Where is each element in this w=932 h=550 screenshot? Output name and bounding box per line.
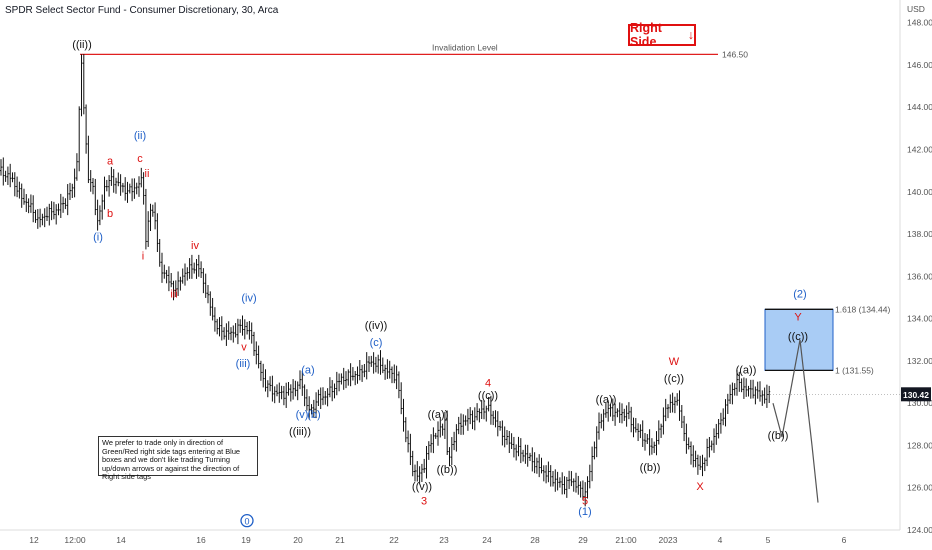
wave-label: a bbox=[107, 155, 114, 167]
ohlc-bars bbox=[0, 54, 771, 507]
time-tick-label: 23 bbox=[439, 535, 449, 545]
right-side-tag: Right Side ↓ bbox=[628, 21, 696, 49]
wave-label: ((b)) bbox=[768, 430, 789, 442]
invalidation-level: Invalidation Level 146.50 bbox=[80, 42, 748, 59]
price-tick-label: 148.00 bbox=[907, 18, 932, 28]
wave-label: ((iii)) bbox=[289, 426, 311, 438]
price-tick-label: 140.00 bbox=[907, 187, 932, 197]
wave-label: ((c)) bbox=[478, 390, 498, 402]
wave-label: (2) bbox=[793, 288, 806, 300]
wave-label: ((b)) bbox=[437, 464, 458, 476]
wave-label: c bbox=[137, 153, 143, 165]
time-tick-label: 28 bbox=[530, 535, 540, 545]
wave-label: (iv) bbox=[241, 293, 256, 305]
trading-note: We prefer to trade only in direction of … bbox=[98, 436, 258, 481]
wave-label: W bbox=[669, 356, 680, 368]
time-tick-label: 21 bbox=[335, 535, 345, 545]
fib-1618-label: 1.618 (134.44) bbox=[835, 304, 890, 314]
wave-label: b bbox=[107, 208, 113, 220]
price-tick-label: 138.00 bbox=[907, 229, 932, 239]
time-tick-label: 6 bbox=[842, 535, 847, 545]
wave-label: ((v)) bbox=[412, 481, 432, 493]
wave-label: ((iv)) bbox=[365, 320, 388, 332]
wave-label: ((a)) bbox=[428, 409, 449, 421]
wave-label: (ii) bbox=[134, 130, 146, 142]
price-tick-label: 126.00 bbox=[907, 483, 932, 493]
price-tick-label: 128.00 bbox=[907, 440, 932, 450]
time-tick-label: 22 bbox=[389, 535, 399, 545]
time-tick-label: 12 bbox=[29, 535, 39, 545]
wave-label: (i) bbox=[93, 231, 103, 243]
wave-0-label: 0 bbox=[244, 517, 249, 527]
time-tick-label: 21:00 bbox=[615, 535, 637, 545]
chart-title: SPDR Select Sector Fund - Consumer Discr… bbox=[5, 5, 279, 16]
time-axis: 12 12:00 14 16 19 20 21 22 23 24 28 29 21:00 2023 4 5 6 bbox=[29, 535, 846, 545]
wave-label: (c) bbox=[370, 337, 383, 349]
blue-box-area bbox=[764, 308, 834, 371]
time-tick-label: 24 bbox=[482, 535, 492, 545]
wave-label: iv bbox=[191, 240, 199, 252]
time-tick-label: 14 bbox=[116, 535, 126, 545]
time-tick-label: 19 bbox=[241, 535, 251, 545]
wave-label: ((ii)) bbox=[72, 39, 92, 51]
time-tick-label: 2023 bbox=[659, 535, 678, 545]
invalidation-label: Invalidation Level bbox=[432, 42, 498, 52]
currency-label: USD bbox=[907, 4, 925, 14]
time-tick-label: 12:00 bbox=[64, 535, 86, 545]
price-tick-label: 132.00 bbox=[907, 356, 932, 366]
wave-label: (iii) bbox=[236, 358, 251, 370]
wave-label: ((a)) bbox=[736, 365, 757, 377]
price-tick-label: 146.00 bbox=[907, 60, 932, 70]
price-tick-label: 130.00 bbox=[907, 398, 932, 408]
wave-label: (b) bbox=[307, 409, 320, 421]
target-blue-box: 1.618 (134.44) 1 (131.55) bbox=[764, 304, 890, 375]
price-tick-label: 136.00 bbox=[907, 271, 932, 281]
time-tick-label: 16 bbox=[196, 535, 206, 545]
price-tick-label: 142.00 bbox=[907, 145, 932, 155]
wave-label: ((a)) bbox=[596, 394, 617, 406]
wave-label: 4 bbox=[485, 377, 491, 389]
projection-line bbox=[772, 339, 819, 503]
wave-label: i bbox=[142, 250, 144, 262]
wave-label: ((b)) bbox=[640, 462, 661, 474]
price-tick-label: 134.00 bbox=[907, 314, 932, 324]
price-tick-label: 124.00 bbox=[907, 525, 932, 535]
wave-label: (v) bbox=[296, 409, 309, 421]
wave-label: v bbox=[241, 341, 247, 353]
wave-label: ((c)) bbox=[788, 331, 808, 343]
wave-0-circle bbox=[240, 514, 254, 528]
time-tick-label: 20 bbox=[293, 535, 303, 545]
wave-label: 3 bbox=[421, 496, 427, 508]
time-tick-label: 5 bbox=[766, 535, 771, 545]
price-tick-label: 144.00 bbox=[907, 102, 932, 112]
wave-label: iii bbox=[170, 288, 177, 300]
wave-label: ((c)) bbox=[664, 373, 684, 385]
time-tick-label: 4 bbox=[718, 535, 723, 545]
down-arrow-icon: ↓ bbox=[687, 28, 694, 42]
last-price-bg bbox=[901, 387, 931, 402]
wave-label: ii bbox=[145, 168, 150, 180]
wave-label: Y bbox=[794, 312, 802, 324]
fib-1-label: 1 (131.55) bbox=[835, 365, 874, 375]
wave-label: (a) bbox=[301, 365, 314, 377]
wave-label: 5 bbox=[582, 496, 588, 508]
last-price-value: 130.42 bbox=[903, 390, 929, 400]
projection-path bbox=[772, 339, 819, 503]
last-price-tag: 130.42 bbox=[770, 387, 931, 402]
time-tick-label: 29 bbox=[578, 535, 588, 545]
wave-label: X bbox=[696, 481, 704, 493]
invalidation-value: 146.50 bbox=[722, 49, 748, 59]
price-axis: 148.00 146.00 144.00 142.00 140.00 138.00 136.… bbox=[907, 18, 932, 535]
wave-label: (1) bbox=[578, 506, 591, 518]
right-side-label: Right Side bbox=[630, 21, 662, 49]
